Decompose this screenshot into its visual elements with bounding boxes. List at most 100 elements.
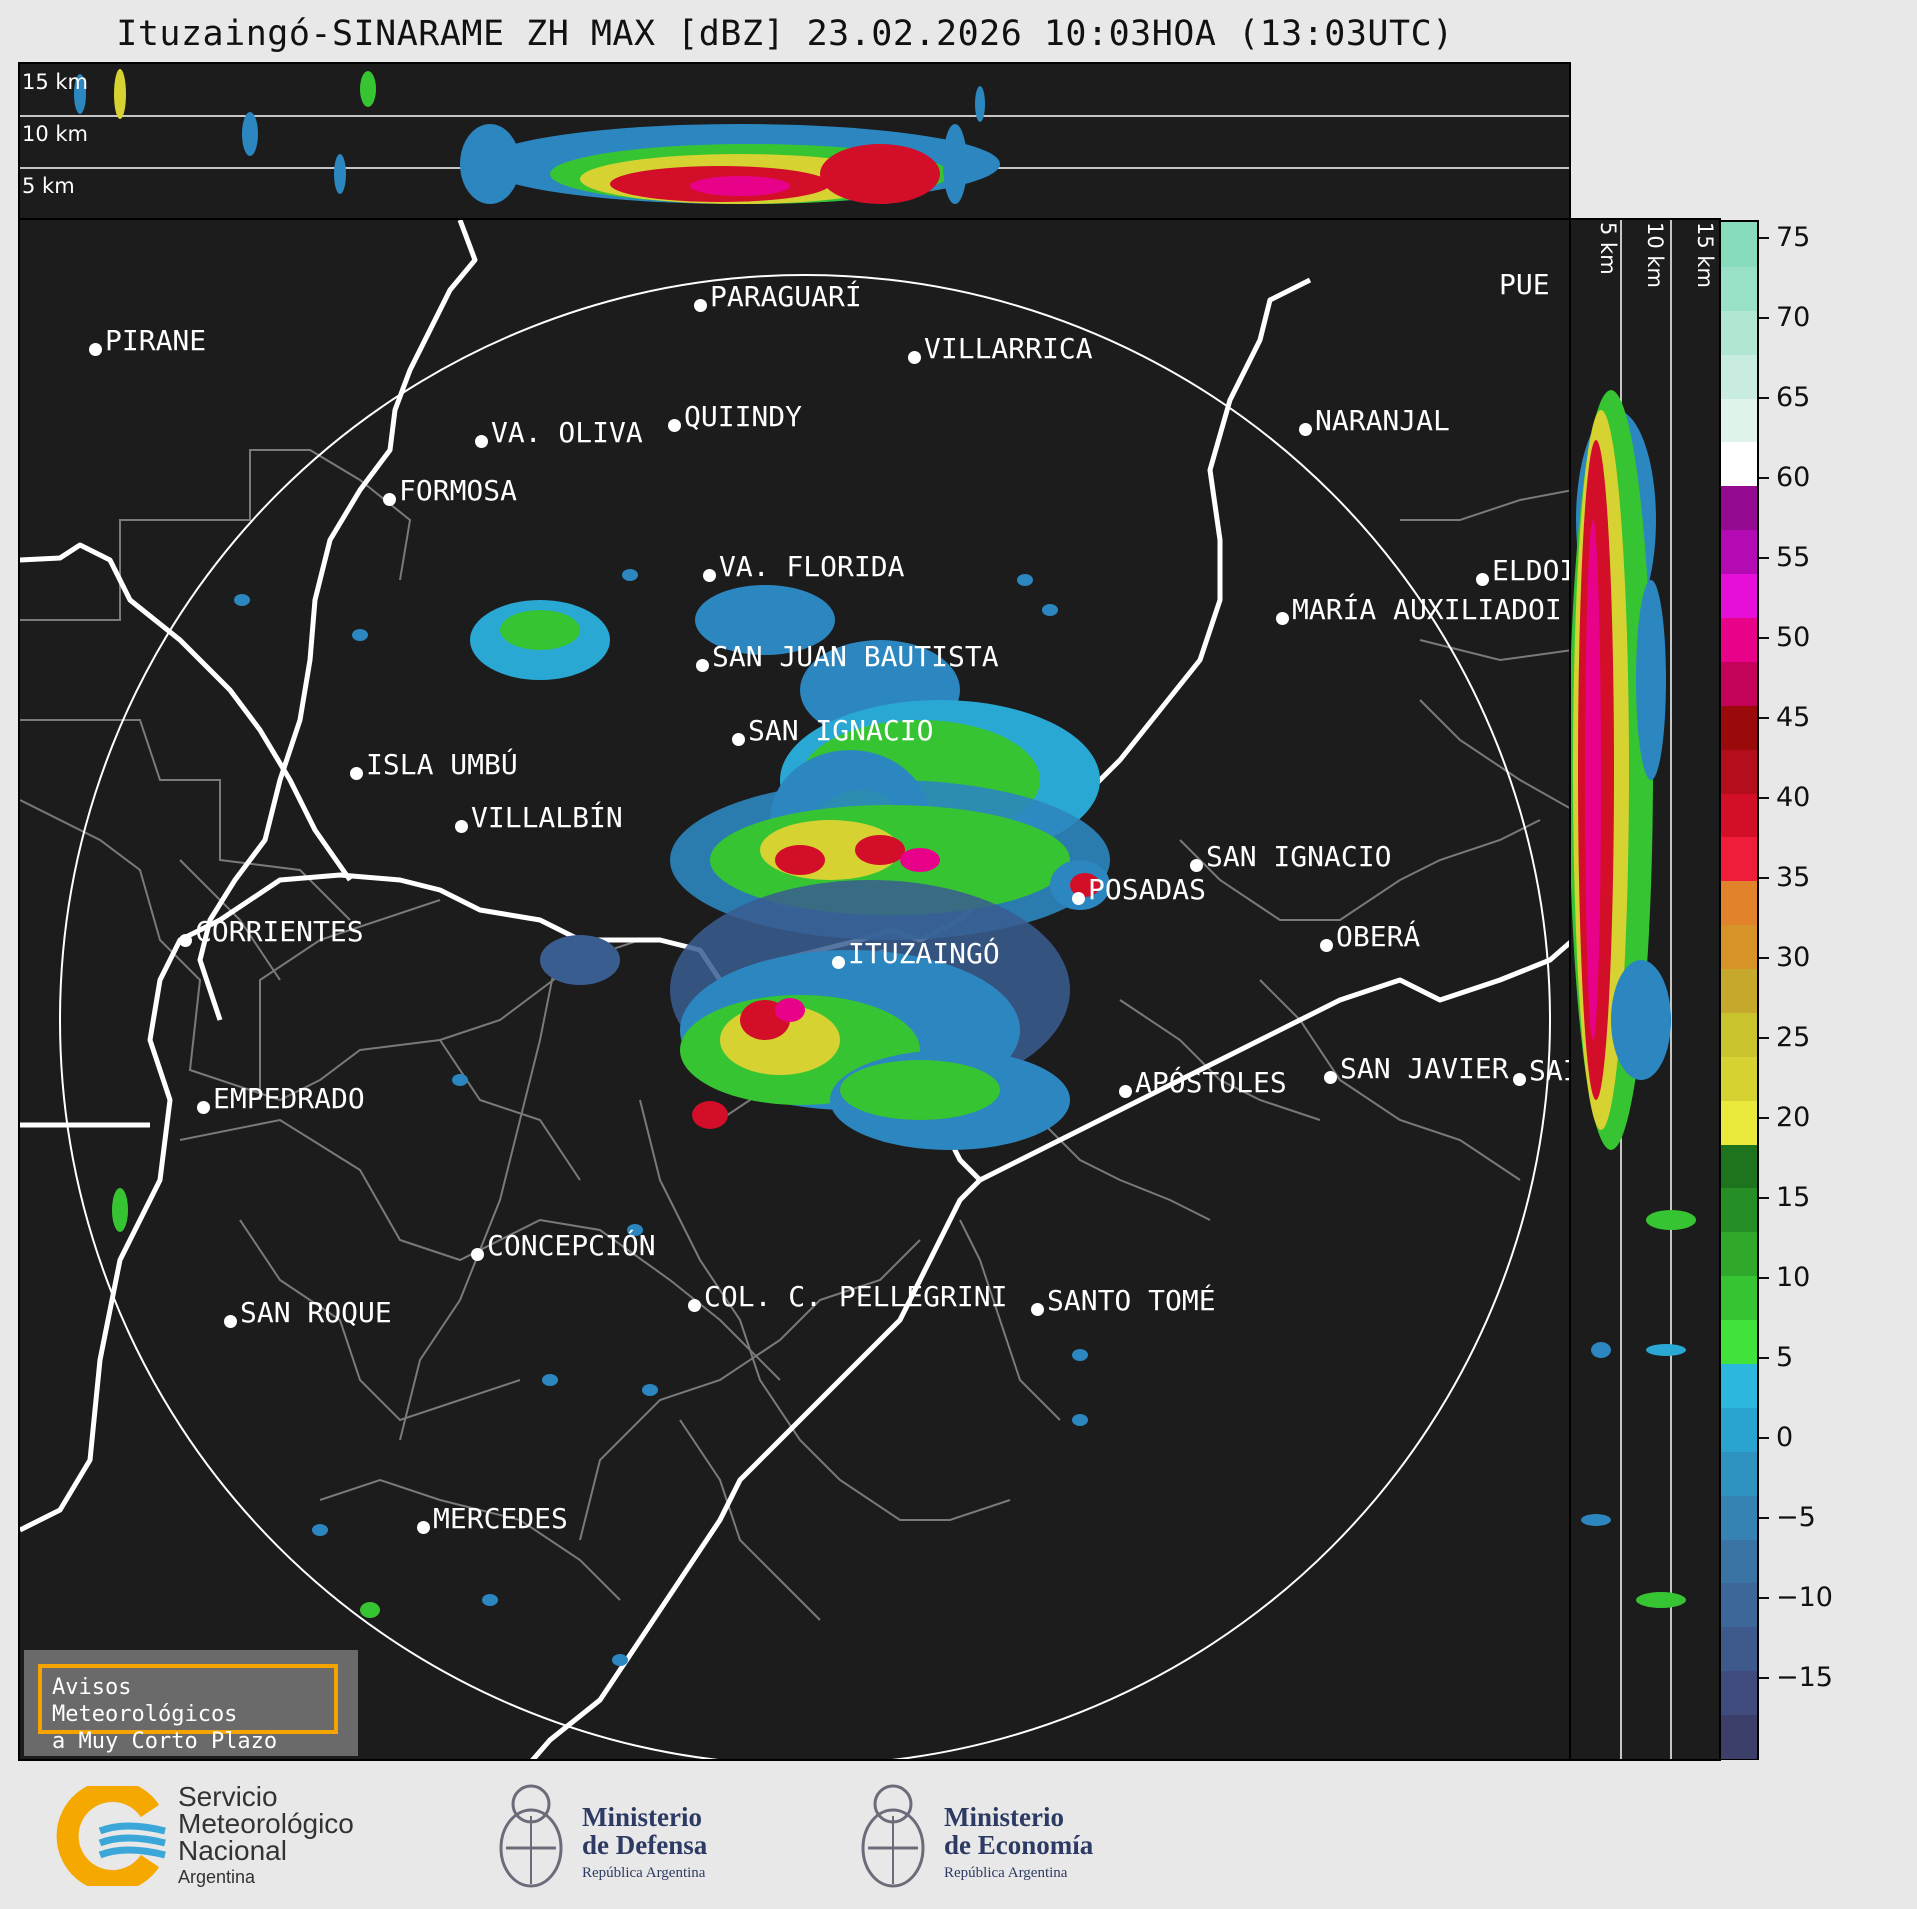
colorbar-segment — [1721, 1582, 1757, 1628]
city-marker — [1476, 573, 1489, 586]
city-label: SAN ROQUE — [240, 1296, 392, 1329]
smn-line4: Argentina — [178, 1867, 256, 1887]
colorbar-tick-label: 30 — [1776, 942, 1811, 973]
radar-echo — [622, 569, 638, 581]
colorbar-segment — [1721, 968, 1757, 1013]
radar-echo — [460, 124, 520, 204]
city-label: ISLA UMBÚ — [366, 748, 518, 781]
city-marker — [89, 343, 102, 356]
city-marker — [732, 733, 745, 746]
radar-echo — [1042, 604, 1058, 616]
colorbar-tick-label: 40 — [1776, 782, 1811, 813]
colorbar-tick-label: −10 — [1776, 1582, 1833, 1613]
avisos-box: Avisos Meteorológicos a Muy Corto Plazo — [24, 1650, 358, 1756]
radar-echo — [352, 629, 368, 641]
city-marker — [1276, 612, 1289, 625]
smn-line1: Servicio — [178, 1781, 278, 1812]
colorbar-segment — [1721, 792, 1757, 838]
colorbar-segment — [1721, 616, 1757, 662]
radar-echo — [1017, 574, 1033, 586]
top-profile-svg — [20, 69, 1569, 204]
colorbar-tick — [1759, 237, 1769, 239]
colorbar-segment — [1721, 265, 1757, 311]
colorbar-tick-label: 20 — [1776, 1102, 1811, 1133]
city-label: PUE — [1499, 268, 1550, 301]
radar-echo — [975, 86, 985, 122]
city-marker — [703, 569, 716, 582]
colorbar-segment — [1721, 309, 1757, 355]
colorbar-segment — [1721, 1055, 1757, 1101]
radar-echo — [775, 845, 825, 875]
city-label: CORRIENTES — [195, 915, 364, 948]
colorbar-tick-label: 75 — [1776, 222, 1811, 253]
top-height-profile: 15 km 10 km 5 km — [18, 62, 1571, 220]
economia-line3: República Argentina — [944, 1865, 1068, 1881]
colorbar-tick-label: 45 — [1776, 702, 1811, 733]
radar-echo — [820, 144, 940, 204]
colorbar-tick — [1759, 317, 1769, 319]
city-label: SAI — [1529, 1054, 1569, 1087]
radar-echo — [900, 848, 940, 872]
colorbar-segment — [1721, 836, 1757, 882]
radar-echo — [855, 835, 905, 865]
radar-echo — [1585, 520, 1601, 1040]
radar-echo — [1581, 1514, 1611, 1526]
city-label: SAN IGNACIO — [748, 714, 934, 747]
colorbar-segment — [1721, 660, 1757, 706]
colorbar-tick — [1759, 637, 1769, 639]
radar-echo — [1591, 1342, 1611, 1358]
colorbar-tick — [1759, 557, 1769, 559]
city-marker — [224, 1315, 237, 1328]
radar-echo — [690, 176, 790, 196]
city-label: QUIINDY — [684, 400, 803, 433]
admin-boundaries — [20, 449, 1569, 1621]
city-marker — [350, 767, 363, 780]
colorbar-tick — [1759, 397, 1769, 399]
chart-title: Ituzaingó-SINARAME ZH MAX [dBZ] 23.02.20… — [116, 14, 1454, 54]
radar-echo — [312, 1524, 328, 1536]
colorbar-segment — [1721, 924, 1757, 970]
colorbar-segment — [1721, 704, 1757, 750]
colorbar-segment — [1721, 441, 1757, 487]
side-height-label: 15 km — [1693, 222, 1717, 289]
city-label: EMPEDRADO — [213, 1082, 365, 1115]
colorbar-tick — [1759, 477, 1769, 479]
colorbar-segment — [1721, 1231, 1757, 1277]
city-label: NARANJAL — [1315, 404, 1450, 437]
city-marker — [1119, 1085, 1132, 1098]
city-labels: PIRANE PARAGUARÍ VILLARRICA QUIINDY VA. OLIV… — [89, 268, 1569, 1534]
colorbar-segment — [1721, 1714, 1757, 1759]
radar-echo — [360, 1602, 380, 1618]
colorbar-tick — [1759, 1277, 1769, 1279]
city-label: CONCEPCIÓN — [487, 1229, 656, 1262]
city-label: MARÍA AUXILIADOI — [1292, 593, 1562, 626]
city-marker — [417, 1521, 430, 1534]
city-label: COL. C. PELLEGRINI — [704, 1280, 1008, 1313]
radar-echo — [1646, 1344, 1686, 1356]
city-marker — [1031, 1303, 1044, 1316]
top-height-label: 5 km — [22, 174, 75, 198]
colorbar-tick-label: 25 — [1776, 1022, 1811, 1053]
colorbar-tick-label: 5 — [1776, 1342, 1794, 1373]
colorbar-tick — [1759, 1437, 1769, 1439]
top-height-label: 15 km — [22, 70, 89, 94]
radar-echo — [74, 74, 86, 114]
city-marker — [1320, 939, 1333, 952]
side-height-profile: 5 km 10 km 15 km — [1569, 218, 1721, 1761]
city-marker — [1299, 423, 1312, 436]
colorbar-tick — [1759, 717, 1769, 719]
colorbar-segment — [1721, 880, 1757, 926]
colorbar-segment — [1721, 1626, 1757, 1672]
colorbar-segment — [1721, 1319, 1757, 1365]
radar-echo — [242, 112, 258, 156]
radar-map[interactable] — [18, 218, 1571, 1761]
colorbar-tick-label: 50 — [1776, 622, 1811, 653]
economia-line1: Ministerio — [944, 1802, 1064, 1832]
radar-echo — [612, 1654, 628, 1666]
city-marker — [1072, 892, 1085, 905]
colorbar-tick — [1759, 1037, 1769, 1039]
colorbar-tick — [1759, 797, 1769, 799]
radar-echo — [482, 1594, 498, 1606]
radar-echo — [1611, 960, 1671, 1080]
city-label: VA. FLORIDA — [719, 550, 905, 583]
